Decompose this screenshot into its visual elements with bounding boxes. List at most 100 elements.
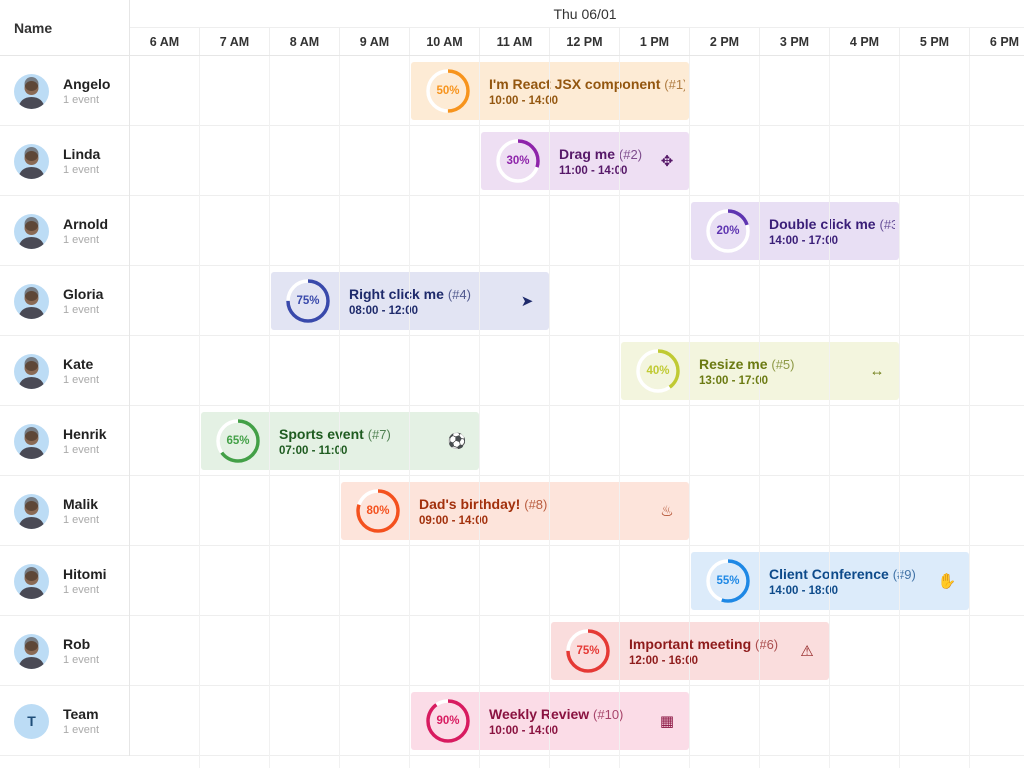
resource-name: Hitomi bbox=[63, 566, 107, 582]
progress-ring: 20% bbox=[705, 208, 751, 254]
avatar bbox=[14, 633, 49, 669]
event-bar[interactable]: 75% Important meeting (#6) 12:00 - 16:00 … bbox=[551, 622, 829, 680]
resource-name: Kate bbox=[63, 356, 94, 372]
hour-header: 6 AM bbox=[130, 28, 200, 55]
event-bar[interactable]: 40% Resize me (#5) 13:00 - 17:00 ↔ bbox=[621, 342, 899, 400]
event-number: (#8) bbox=[524, 496, 548, 512]
hour-header: 10 AM bbox=[410, 28, 480, 55]
avatar bbox=[14, 283, 49, 319]
resource-row: Gloria 1 event 75% Right click me (#4) 08:… bbox=[0, 266, 1024, 336]
resource-row: Malik 1 event 80% Dad's birthday! (#8) 09:… bbox=[0, 476, 1024, 546]
event-title: I'm React JSX component bbox=[489, 75, 661, 92]
resource-name: Team bbox=[63, 706, 99, 722]
resource-cell: Linda 1 event bbox=[0, 126, 130, 196]
event-time: 09:00 - 14:00 bbox=[419, 514, 489, 527]
hour-header: 11 AM bbox=[480, 28, 550, 55]
resource-cell: Rob 1 event bbox=[0, 616, 130, 686]
resource-name: Rob bbox=[63, 636, 91, 652]
event-bar[interactable]: 75% Right click me (#4) 08:00 - 12:00 ➤ bbox=[271, 272, 549, 330]
hand-icon: ✋ bbox=[937, 573, 957, 590]
resource-cell: Angelo 1 event bbox=[0, 56, 130, 126]
progress-label: 55% bbox=[716, 575, 740, 587]
progress-label: 50% bbox=[436, 85, 460, 97]
resource-row: Arnold 1 event 20% Double click me (#3) 14… bbox=[0, 196, 1024, 266]
grid-line bbox=[689, 56, 690, 768]
event-time: 14:00 - 18:00 bbox=[769, 584, 839, 597]
event-number: (#10) bbox=[593, 706, 624, 722]
resource-cell: Kate 1 event bbox=[0, 336, 130, 406]
avatar bbox=[14, 73, 49, 109]
grid-line bbox=[759, 56, 760, 768]
event-title: Resize me bbox=[699, 355, 768, 372]
birthday-cake-icon: ♨ bbox=[660, 503, 674, 520]
event-title: Weekly Review bbox=[489, 705, 590, 722]
date-header: Thu 06/01 bbox=[130, 0, 1024, 28]
event-time: 10:00 - 14:00 bbox=[489, 724, 559, 737]
hour-header: 5 PM bbox=[900, 28, 970, 55]
event-title: Right click me bbox=[349, 285, 444, 302]
grid-line bbox=[199, 56, 200, 768]
event-bar[interactable]: 50% I'm React JSX component (#1) 10:00 - … bbox=[411, 62, 689, 120]
event-count: 1 event bbox=[63, 164, 100, 176]
resource-name: Henrik bbox=[63, 426, 107, 442]
avatar bbox=[14, 423, 49, 459]
resource-cell: T Team 1 event bbox=[0, 686, 130, 756]
grid-line bbox=[549, 56, 550, 768]
hour-header: 2 PM bbox=[690, 28, 760, 55]
resource-cell: Henrik 1 event bbox=[0, 406, 130, 476]
progress-label: 20% bbox=[716, 225, 740, 237]
resource-row: Hitomi 1 event 55% Client Conference (#9)… bbox=[0, 546, 1024, 616]
resource-cell: Malik 1 event bbox=[0, 476, 130, 546]
resource-row: Kate 1 event 40% Resize me (#5) 13:00 - 17… bbox=[0, 336, 1024, 406]
event-bar[interactable]: 55% Client Conference (#9) 14:00 - 18:00 … bbox=[691, 552, 969, 610]
progress-label: 90% bbox=[436, 715, 460, 727]
event-title: Client Conference bbox=[769, 565, 889, 582]
progress-ring: 50% bbox=[425, 68, 471, 114]
resource-row: T Team 1 event 90% Weekly Review (#10) 10:0… bbox=[0, 686, 1024, 756]
hour-header: 3 PM bbox=[760, 28, 830, 55]
event-time: 08:00 - 12:00 bbox=[349, 304, 419, 317]
event-bar[interactable]: 20% Double click me (#3) 14:00 - 17:00 bbox=[691, 202, 899, 260]
hour-header: 8 AM bbox=[270, 28, 340, 55]
event-time: 12:00 - 16:00 bbox=[629, 654, 699, 667]
hour-header: 1 PM bbox=[620, 28, 690, 55]
event-time: 07:00 - 11:00 bbox=[279, 444, 348, 457]
avatar: T bbox=[14, 703, 49, 739]
avatar bbox=[14, 493, 49, 529]
event-count: 1 event bbox=[63, 234, 100, 246]
event-bar[interactable]: 65% Sports event (#7) 07:00 - 11:00 ⚽ bbox=[201, 412, 479, 470]
resource-name: Arnold bbox=[63, 216, 109, 232]
event-title: Important meeting bbox=[629, 635, 752, 652]
event-time: 14:00 - 17:00 bbox=[769, 234, 839, 247]
event-title: Dad's birthday! bbox=[419, 495, 521, 512]
event-bar[interactable]: 30% Drag me (#2) 11:00 - 14:00 ✥ bbox=[481, 132, 689, 190]
grid-line bbox=[339, 56, 340, 768]
event-count: 1 event bbox=[63, 374, 100, 386]
avatar bbox=[14, 143, 49, 179]
event-bar[interactable]: 80% Dad's birthday! (#8) 09:00 - 14:00 ♨ bbox=[341, 482, 689, 540]
hour-header-row: 6 AM 7 AM 8 AM 9 AM 10 AM 11 AM 12 PM 1 PM 2 PM 3… bbox=[130, 28, 1024, 56]
hour-header: 4 PM bbox=[830, 28, 900, 55]
resource-cell: Hitomi 1 event bbox=[0, 546, 130, 616]
avatar bbox=[14, 213, 49, 249]
resource-name: Malik bbox=[63, 496, 99, 512]
grid-line bbox=[479, 56, 480, 768]
event-count: 1 event bbox=[63, 584, 100, 596]
progress-ring: 75% bbox=[285, 278, 331, 324]
name-column-header[interactable]: Name bbox=[0, 0, 130, 56]
progress-label: 75% bbox=[576, 645, 600, 657]
progress-label: 65% bbox=[226, 435, 250, 447]
progress-label: 40% bbox=[646, 365, 670, 377]
hour-header: 7 AM bbox=[200, 28, 270, 55]
resource-row: Henrik 1 event 65% Sports event (#7) 07:00… bbox=[0, 406, 1024, 476]
progress-label: 75% bbox=[296, 295, 320, 307]
resource-cell: Arnold 1 event bbox=[0, 196, 130, 266]
event-number: (#2) bbox=[618, 146, 643, 162]
event-bar[interactable]: 90% Weekly Review (#10) 10:00 - 14:00 ▦ bbox=[411, 692, 689, 750]
event-number: (#9) bbox=[892, 566, 916, 582]
move-icon: ✥ bbox=[660, 153, 674, 170]
progress-ring: 40% bbox=[635, 348, 681, 394]
event-count: 1 event bbox=[63, 514, 100, 526]
event-number: (#5) bbox=[771, 356, 795, 372]
event-title: Drag me bbox=[559, 145, 616, 162]
